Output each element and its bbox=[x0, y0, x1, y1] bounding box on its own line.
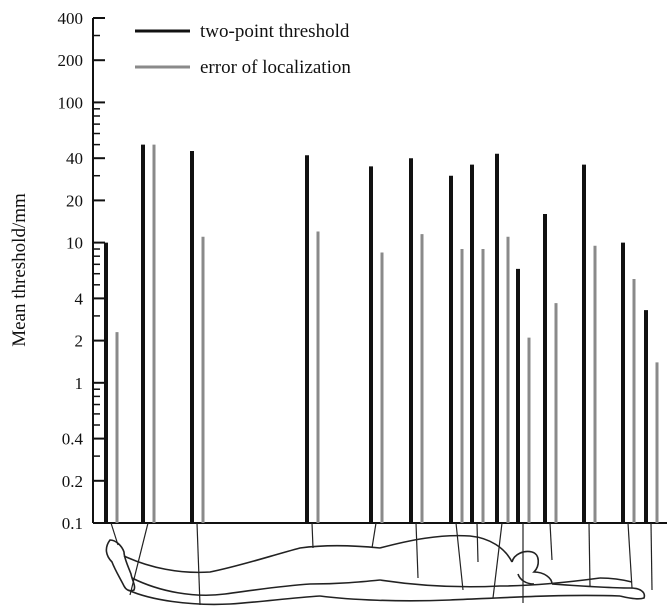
y-tick-label: 400 bbox=[58, 9, 84, 28]
y-tick-label: 10 bbox=[66, 234, 83, 253]
legend-label-two-point: two-point threshold bbox=[200, 21, 350, 42]
body-connector bbox=[549, 522, 553, 561]
body-connector bbox=[196, 522, 201, 606]
y-tick-label: 0.4 bbox=[62, 430, 84, 449]
body-connector bbox=[311, 522, 314, 549]
body-connector bbox=[110, 522, 119, 546]
y-tick-label: 100 bbox=[58, 93, 84, 112]
y-tick-label: 0.2 bbox=[62, 472, 83, 491]
body-connector bbox=[476, 522, 479, 563]
body-outline-illustration bbox=[105, 534, 646, 606]
y-tick-label: 1 bbox=[75, 374, 84, 393]
body-connector bbox=[588, 522, 591, 587]
y-tick-label: 0.1 bbox=[62, 514, 83, 533]
y-tick-label: 20 bbox=[66, 191, 83, 210]
body-connector-lines bbox=[110, 522, 653, 606]
body-connector bbox=[627, 522, 633, 589]
y-tick-label: 40 bbox=[66, 149, 83, 168]
y-tick-label: 4 bbox=[75, 289, 84, 308]
body-connector bbox=[455, 522, 464, 591]
body-connector bbox=[650, 522, 653, 591]
y-tick-label: 2 bbox=[75, 332, 84, 351]
body-connector bbox=[415, 522, 419, 579]
y-tick-label: 200 bbox=[58, 51, 84, 70]
y-axis-title: Mean threshold/mm bbox=[9, 193, 30, 347]
y-ticks: 0.1 0.2 0.4 1 2 4 10 20 40 100 200 400 bbox=[58, 9, 105, 533]
legend: two-point threshold error of localizatio… bbox=[135, 21, 351, 78]
legend-label-localization: error of localization bbox=[200, 57, 351, 78]
bar-marks bbox=[104, 144, 659, 523]
body-connector bbox=[371, 522, 377, 549]
